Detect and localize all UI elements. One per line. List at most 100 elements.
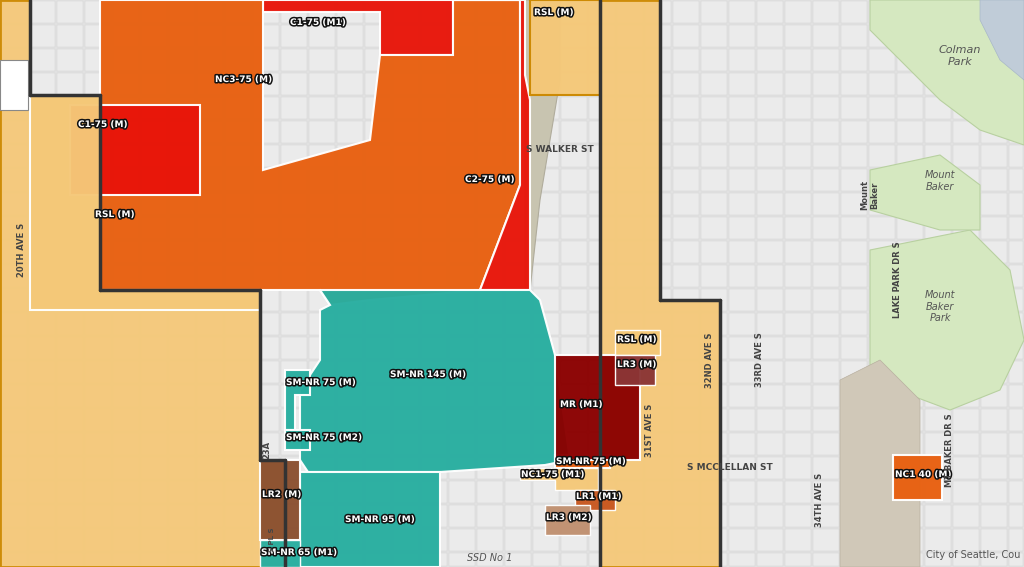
- Bar: [953, 217, 979, 239]
- Bar: [449, 97, 475, 119]
- Bar: [477, 1, 503, 23]
- Bar: [869, 553, 895, 566]
- Bar: [729, 553, 755, 566]
- Bar: [141, 337, 167, 359]
- Bar: [785, 1, 811, 23]
- Bar: [813, 121, 839, 143]
- Bar: [617, 313, 643, 335]
- Bar: [701, 481, 727, 503]
- Bar: [561, 25, 587, 47]
- Bar: [534, 313, 559, 335]
- Bar: [309, 313, 335, 335]
- Bar: [785, 241, 811, 263]
- Bar: [29, 481, 55, 503]
- Bar: [897, 25, 923, 47]
- Bar: [1009, 409, 1023, 431]
- Bar: [449, 481, 475, 503]
- Bar: [393, 409, 419, 431]
- Bar: [953, 505, 979, 527]
- Bar: [309, 121, 335, 143]
- Bar: [169, 409, 195, 431]
- Bar: [281, 289, 307, 311]
- Bar: [169, 241, 195, 263]
- Bar: [505, 265, 531, 287]
- Bar: [505, 49, 531, 71]
- Bar: [785, 433, 811, 455]
- Bar: [197, 505, 223, 527]
- Bar: [813, 529, 839, 551]
- Bar: [477, 121, 503, 143]
- Bar: [645, 25, 671, 47]
- Bar: [729, 1, 755, 23]
- Bar: [421, 25, 447, 47]
- Bar: [925, 505, 951, 527]
- Bar: [421, 385, 447, 407]
- Bar: [925, 241, 951, 263]
- Text: NC1-75 (M1): NC1-75 (M1): [521, 470, 585, 479]
- Text: S MCCLELLAN ST: S MCCLELLAN ST: [687, 463, 773, 472]
- Bar: [477, 97, 503, 119]
- Bar: [869, 121, 895, 143]
- Bar: [393, 97, 419, 119]
- Bar: [841, 553, 867, 566]
- Bar: [449, 457, 475, 479]
- Bar: [841, 73, 867, 95]
- Bar: [85, 25, 111, 47]
- Bar: [113, 121, 139, 143]
- Bar: [281, 265, 307, 287]
- Bar: [645, 121, 671, 143]
- Bar: [421, 313, 447, 335]
- Bar: [729, 529, 755, 551]
- Bar: [589, 73, 615, 95]
- Bar: [113, 193, 139, 215]
- Bar: [57, 25, 83, 47]
- Bar: [57, 505, 83, 527]
- Text: SSD No 1: SSD No 1: [467, 553, 513, 563]
- Bar: [897, 529, 923, 551]
- Bar: [225, 505, 251, 527]
- Bar: [869, 313, 895, 335]
- Bar: [337, 193, 362, 215]
- Bar: [981, 73, 1007, 95]
- Bar: [981, 145, 1007, 167]
- Bar: [589, 529, 615, 551]
- Bar: [785, 265, 811, 287]
- Bar: [197, 289, 223, 311]
- Polygon shape: [893, 455, 942, 500]
- Bar: [785, 73, 811, 95]
- Bar: [1009, 289, 1023, 311]
- Bar: [29, 385, 55, 407]
- Bar: [197, 169, 223, 191]
- Bar: [281, 241, 307, 263]
- Bar: [337, 385, 362, 407]
- Bar: [869, 241, 895, 263]
- Bar: [1, 481, 27, 503]
- Bar: [785, 145, 811, 167]
- Bar: [57, 457, 83, 479]
- Bar: [169, 505, 195, 527]
- Bar: [673, 385, 699, 407]
- Bar: [309, 553, 335, 566]
- Bar: [85, 241, 111, 263]
- Bar: [953, 409, 979, 431]
- Bar: [897, 97, 923, 119]
- Bar: [505, 193, 531, 215]
- Bar: [701, 337, 727, 359]
- Bar: [449, 409, 475, 431]
- Bar: [281, 553, 307, 566]
- Bar: [477, 73, 503, 95]
- Text: RSL (M): RSL (M): [534, 8, 573, 17]
- Bar: [841, 337, 867, 359]
- Bar: [393, 1, 419, 23]
- Bar: [449, 505, 475, 527]
- Bar: [981, 121, 1007, 143]
- Bar: [421, 481, 447, 503]
- Bar: [281, 433, 307, 455]
- Bar: [673, 505, 699, 527]
- Bar: [1009, 385, 1023, 407]
- Bar: [449, 121, 475, 143]
- Bar: [337, 265, 362, 287]
- Bar: [981, 25, 1007, 47]
- Bar: [505, 361, 531, 383]
- Bar: [813, 193, 839, 215]
